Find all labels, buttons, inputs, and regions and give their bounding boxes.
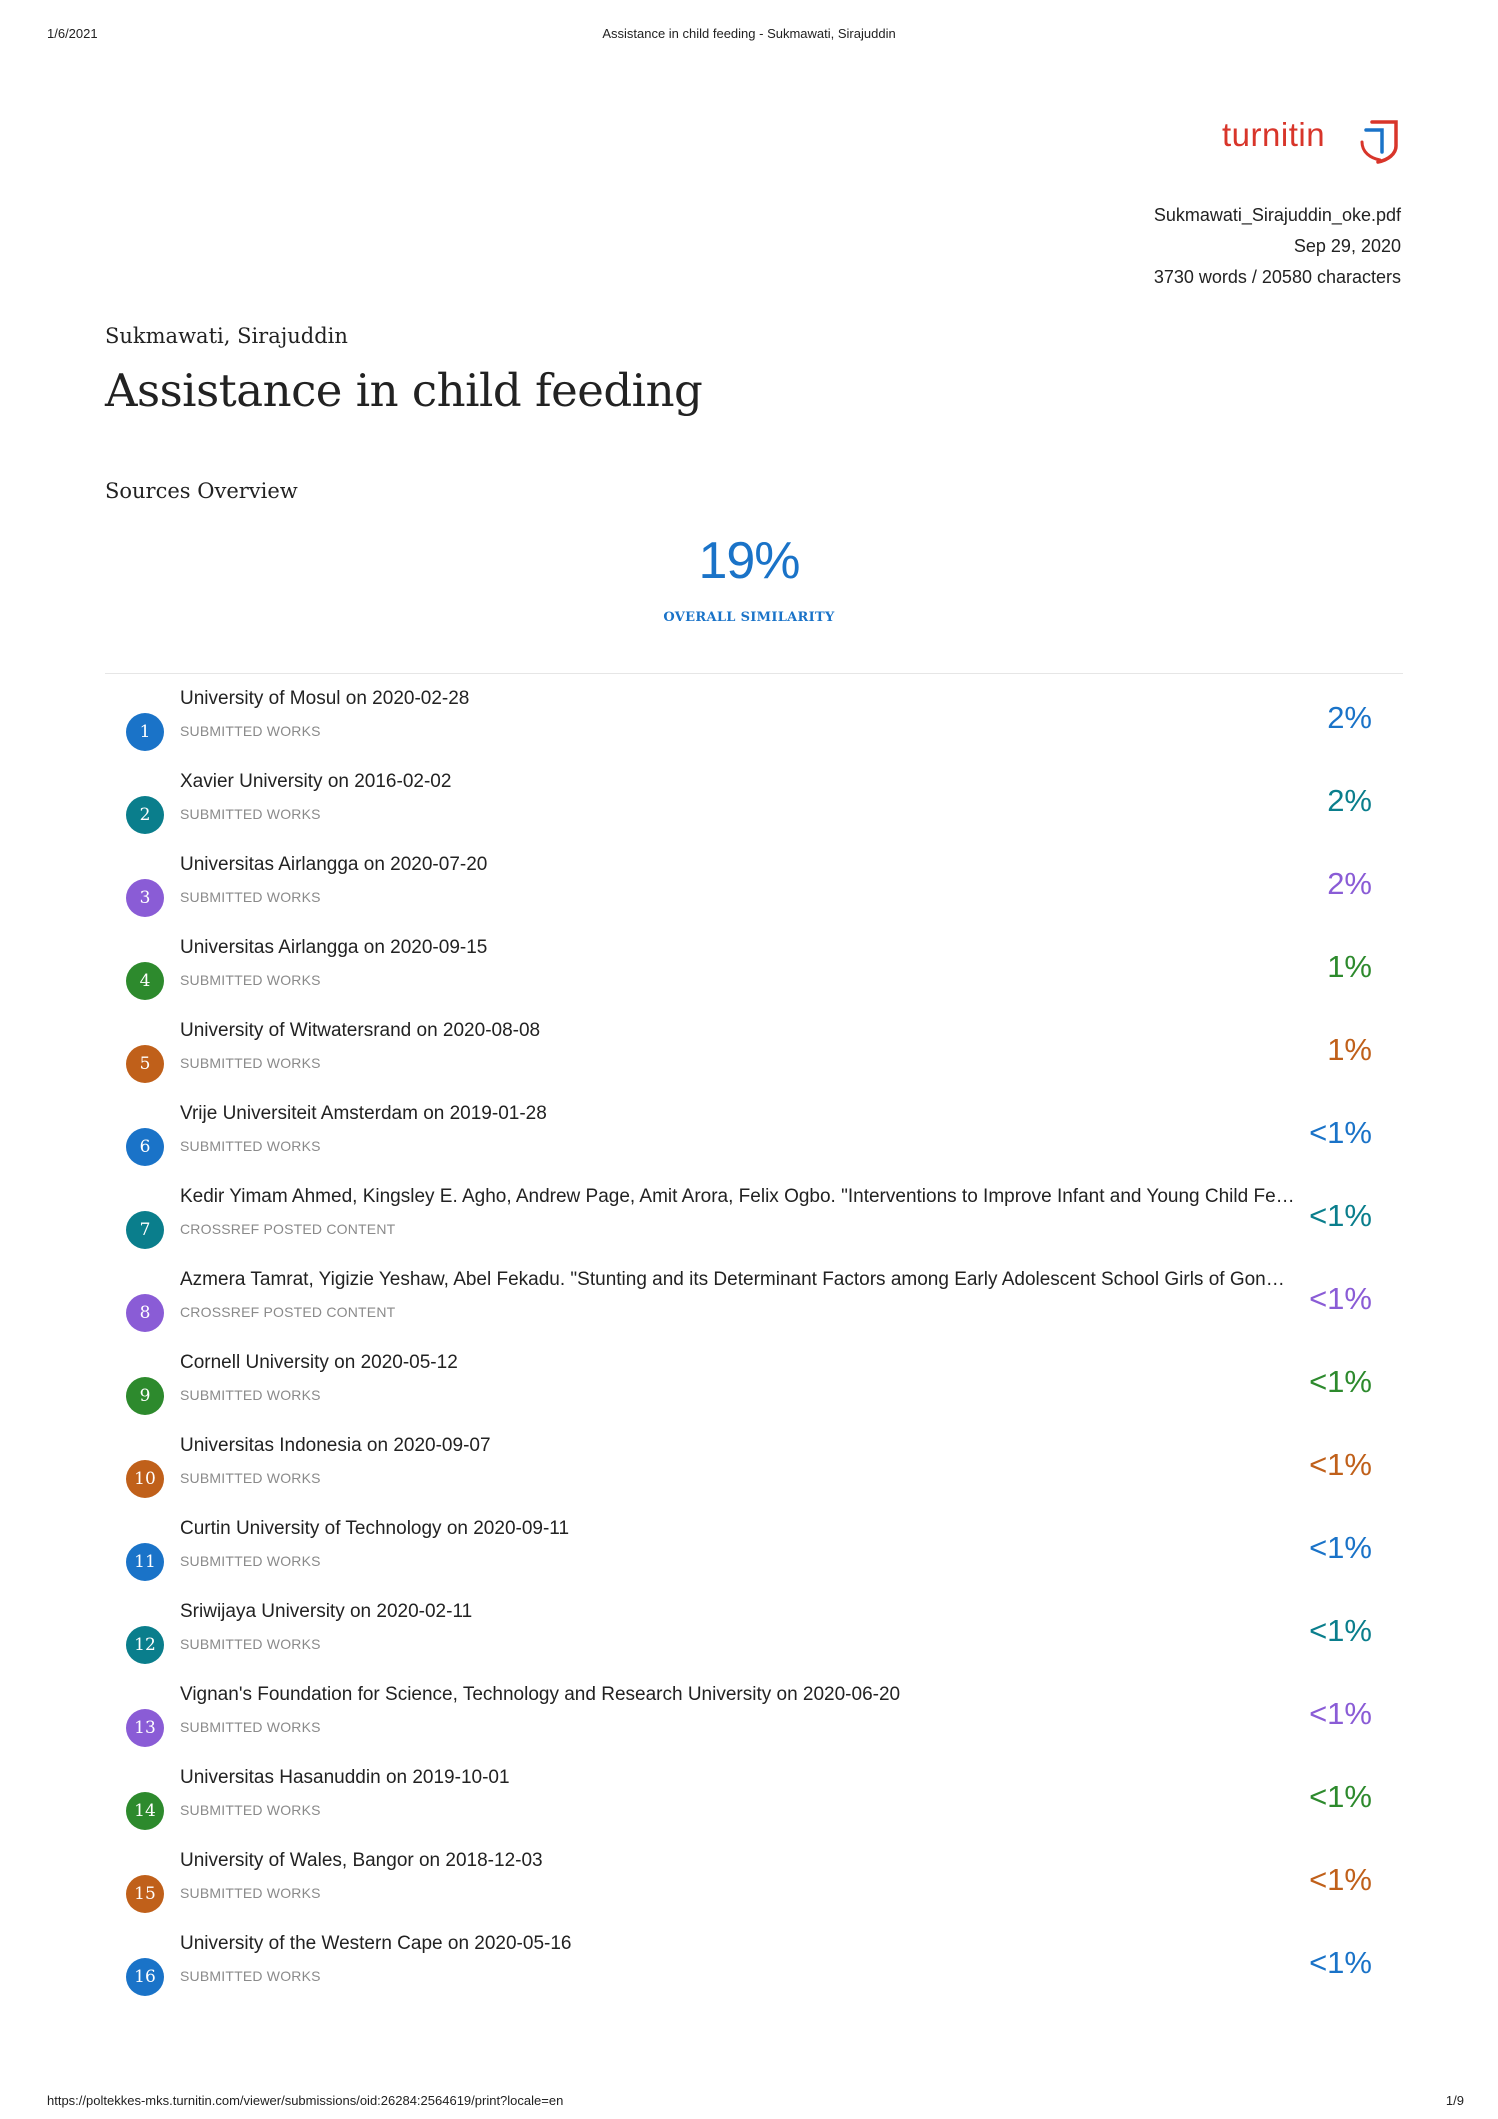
source-title[interactable]: Curtin University of Technology on 2020-… [180,1518,570,1539]
source-type: SUBMITTED WORKS [180,723,321,739]
source-type: SUBMITTED WORKS [180,806,321,822]
source-percent: 1% [1327,949,1372,984]
source-percent: <1% [1309,1281,1372,1316]
print-url: https://poltekkes-mks.turnitin.com/viewe… [47,2093,564,2108]
source-row[interactable]: 4 Universitas Airlangga on 2020-09-15 SUBM… [0,935,1498,1018]
print-page-number: 1/9 [1445,2093,1464,2108]
source-type: SUBMITTED WORKS [180,1719,321,1735]
source-number-badge: 12 [126,1626,164,1664]
source-row[interactable]: 15 University of Wales, Bangor on 2018-12… [0,1848,1498,1931]
source-row[interactable]: 11 Curtin University of Technology on 202… [0,1516,1498,1599]
source-number-badge: 16 [126,1958,164,1996]
source-title[interactable]: Kedir Yimam Ahmed, Kingsley E. Agho, And… [180,1186,1295,1207]
source-row[interactable]: 16 University of the Western Cape on 2020… [0,1931,1498,2014]
document-counts: 3730 words / 20580 characters [1153,267,1401,287]
source-number-badge: 9 [126,1377,164,1415]
source-type: SUBMITTED WORKS [180,1387,321,1403]
divider [105,673,1403,674]
source-percent: 2% [1327,866,1372,901]
source-row[interactable]: 12 Sriwijaya University on 2020-02-11 SUBM… [0,1599,1498,1682]
source-title[interactable]: University of Witwatersrand on 2020-08-0… [180,1020,541,1041]
source-title[interactable]: Cornell University on 2020-05-12 [180,1352,458,1373]
source-number-badge: 5 [126,1045,164,1083]
source-percent: <1% [1309,1945,1372,1980]
source-type: SUBMITTED WORKS [180,1968,321,1984]
source-title[interactable]: Universitas Hasanuddin on 2019-10-01 [180,1767,510,1788]
document-author: Sukmawati, Sirajuddin [105,324,348,348]
source-number-badge: 8 [126,1294,164,1332]
source-title[interactable]: University of Mosul on 2020-02-28 [180,688,470,709]
source-number-badge: 1 [126,713,164,751]
source-percent: 2% [1327,700,1372,735]
source-number-badge: 11 [126,1543,164,1581]
source-number-badge: 13 [126,1709,164,1747]
turnitin-logo: turnitin [1222,116,1402,168]
document-filename: Sukmawati_Sirajuddin_oke.pdf [1153,205,1401,225]
source-title[interactable]: Sriwijaya University on 2020-02-11 [180,1601,473,1622]
source-percent: 1% [1327,1032,1372,1067]
source-percent: <1% [1309,1198,1372,1233]
source-number-badge: 7 [126,1211,164,1249]
source-type: CROSSREF POSTED CONTENT [180,1221,396,1237]
source-number-badge: 14 [126,1792,164,1830]
source-number-badge: 6 [126,1128,164,1166]
overall-similarity-label: OVERALL SIMILARITY [663,610,835,625]
source-type: SUBMITTED WORKS [180,1553,321,1569]
document-title: Assistance in child feeding [105,364,703,417]
sources-list: 1 University of Mosul on 2020-02-28 SUBMIT… [0,686,1498,2014]
document-date: Sep 29, 2020 [1293,236,1401,256]
source-number-badge: 4 [126,962,164,1000]
source-type: SUBMITTED WORKS [180,889,321,905]
source-percent: <1% [1309,1115,1372,1150]
source-row[interactable]: 5 University of Witwatersrand on 2020-08-… [0,1018,1498,1101]
source-percent: <1% [1309,1696,1372,1731]
document-meta: Sukmawati_Sirajuddin_oke.pdf Sep 29, 202… [1154,200,1401,293]
source-percent: 2% [1327,783,1372,818]
source-percent: <1% [1309,1779,1372,1814]
print-date: 1/6/2021 [47,26,98,41]
source-type: SUBMITTED WORKS [180,1885,321,1901]
source-type: SUBMITTED WORKS [180,1636,321,1652]
source-number-badge: 10 [126,1460,164,1498]
source-title[interactable]: Universitas Indonesia on 2020-09-07 [180,1435,491,1456]
sources-overview-heading: Sources Overview [105,479,298,503]
source-title[interactable]: Azmera Tamrat, Yigizie Yeshaw, Abel Feka… [180,1269,1295,1290]
turnitin-logo-icon [1360,120,1398,164]
source-title[interactable]: Xavier University on 2016-02-02 [180,771,452,792]
source-row[interactable]: 2 Xavier University on 2016-02-02 SUBMITTE… [0,769,1498,852]
logo-text: turnitin [1222,116,1326,153]
source-title[interactable]: University of Wales, Bangor on 2018-12-0… [180,1850,543,1871]
source-number-badge: 3 [126,879,164,917]
source-type: SUBMITTED WORKS [180,1470,321,1486]
source-row[interactable]: 7 Kedir Yimam Ahmed, Kingsley E. Agho, An… [0,1184,1498,1267]
source-row[interactable]: 14 Universitas Hasanuddin on 2019-10-01 SU… [0,1765,1498,1848]
source-type: CROSSREF POSTED CONTENT [180,1304,396,1320]
source-row[interactable]: 13 Vignan's Foundation for Science, Techn… [0,1682,1498,1765]
overall-similarity-percent: 19% [698,532,800,590]
source-title[interactable]: Universitas Airlangga on 2020-09-15 [180,937,488,958]
source-percent: <1% [1309,1447,1372,1482]
source-number-badge: 2 [126,796,164,834]
print-page-title: Assistance in child feeding - Sukmawati,… [602,26,896,41]
source-title[interactable]: University of the Western Cape on 2020-0… [180,1933,572,1954]
source-type: SUBMITTED WORKS [180,972,321,988]
source-row[interactable]: 10 Universitas Indonesia on 2020-09-07 SUB… [0,1433,1498,1516]
source-row[interactable]: 1 University of Mosul on 2020-02-28 SUBMIT… [0,686,1498,769]
source-title[interactable]: Universitas Airlangga on 2020-07-20 [180,854,488,875]
source-row[interactable]: 3 Universitas Airlangga on 2020-07-20 SUBM… [0,852,1498,935]
source-percent: <1% [1309,1862,1372,1897]
source-number-badge: 15 [126,1875,164,1913]
source-row[interactable]: 6 Vrije Universiteit Amsterdam on 2019-01… [0,1101,1498,1184]
source-percent: <1% [1309,1364,1372,1399]
source-type: SUBMITTED WORKS [180,1138,321,1154]
source-row[interactable]: 9 Cornell University on 2020-05-12 SUBMITT… [0,1350,1498,1433]
source-percent: <1% [1309,1613,1372,1648]
source-type: SUBMITTED WORKS [180,1055,321,1071]
source-title[interactable]: Vignan's Foundation for Science, Technol… [180,1684,901,1705]
source-row[interactable]: 8 Azmera Tamrat, Yigizie Yeshaw, Abel Fek… [0,1267,1498,1350]
source-percent: <1% [1309,1530,1372,1565]
source-type: SUBMITTED WORKS [180,1802,321,1818]
source-title[interactable]: Vrije Universiteit Amsterdam on 2019-01-… [180,1103,547,1124]
